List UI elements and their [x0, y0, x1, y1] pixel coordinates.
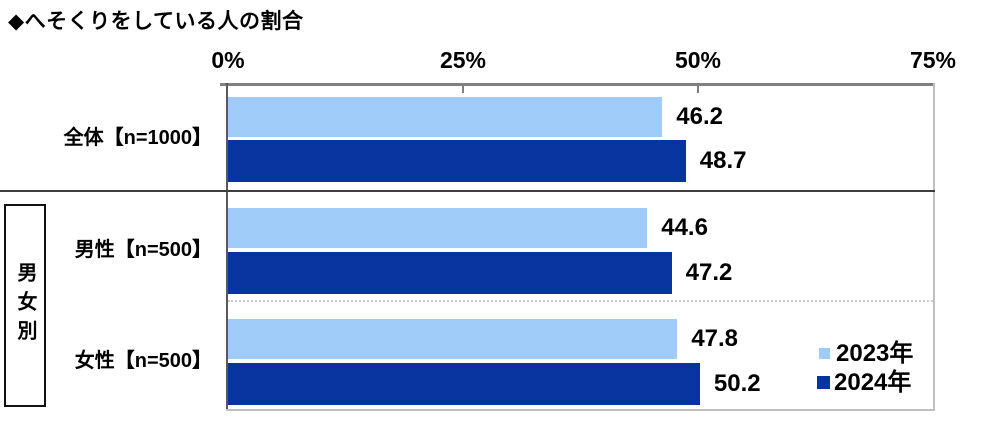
bar-value-label: 50.2: [713, 370, 761, 397]
gender-section-label: 男女別: [14, 262, 36, 349]
category-label: 男性【n=500】: [74, 239, 212, 261]
bar-2024年: [228, 252, 672, 294]
x-axis-tick-label-0: 0%: [211, 47, 245, 73]
category-label: 女性【n=500】: [74, 350, 212, 372]
gender-section-box: 男女別: [4, 204, 46, 407]
category-separator-dotted-line: [228, 300, 933, 302]
legend-swatch-2024: [817, 376, 830, 389]
group-separator-line: [0, 190, 935, 192]
legend-label-2024: 2024年: [834, 369, 912, 396]
bar-2024年: [228, 140, 686, 182]
bar-2023年: [228, 97, 663, 137]
x-axis-tick-label-75: 75%: [909, 47, 957, 73]
plot-bottom-border: [226, 409, 935, 411]
x-axis-line: [220, 83, 935, 86]
bar-value-label: 48.7: [699, 147, 747, 174]
x-axis-tick-25: [462, 86, 464, 93]
bar-value-label: 47.2: [685, 259, 733, 286]
x-axis-tick-label-25: 25%: [439, 47, 487, 73]
chart-title: ◆へそくりをしている人の割合: [8, 10, 304, 33]
bar-2023年: [228, 319, 678, 359]
bar-2024年: [228, 363, 700, 405]
category-label: 全体【n=1000】: [63, 127, 212, 149]
bar-2023年: [228, 208, 648, 248]
x-axis-tick-50: [697, 86, 699, 93]
plot-right-border: [933, 83, 935, 411]
bar-value-label: 46.2: [676, 103, 723, 130]
legend-swatch-2023: [819, 348, 830, 359]
y-axis-line: [226, 83, 228, 410]
legend-label-2023: 2023年: [836, 340, 914, 367]
bar-value-label: 44.6: [661, 214, 708, 241]
x-axis-tick-label-50: 50%: [674, 47, 722, 73]
bar-value-label: 47.8: [691, 325, 739, 352]
